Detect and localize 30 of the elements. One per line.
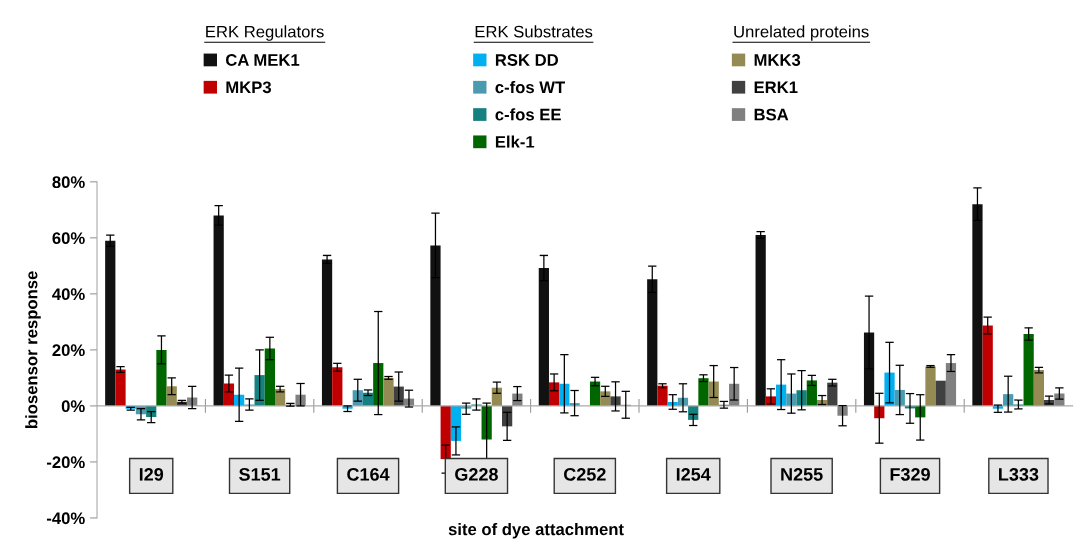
x-tick-label: C252 — [563, 467, 606, 481]
x-tick-label: F329 — [890, 467, 930, 481]
text: ERK Regulators — [206, 25, 324, 41]
legend-label: c-fos EE — [495, 108, 561, 121]
x-tick-label: I29 — [139, 467, 164, 481]
legend-label: Elk-1 — [495, 135, 535, 148]
y-tick-label: 60% — [52, 232, 85, 245]
x-tick-label: S151 — [239, 467, 281, 481]
legend-label: c-fos WT — [495, 80, 565, 94]
legend-label: MKK3 — [754, 54, 801, 66]
text: ERK Substrates — [475, 25, 593, 38]
y-tick-label: 0% — [61, 400, 85, 413]
legend-label: MKP3 — [226, 81, 272, 94]
y-tick-label: -20% — [46, 456, 85, 469]
y-tick-label: 80% — [52, 176, 85, 189]
x-tick-label: I254 — [676, 467, 711, 481]
x-tick-label: L333 — [999, 467, 1039, 481]
legend-label: ERK1 — [754, 81, 798, 94]
legend-label: CA MEK1 — [226, 54, 300, 66]
x-tick-label: G228 — [455, 467, 498, 481]
legend-label: RSK DD — [495, 54, 559, 66]
y-tick-label: 40% — [52, 288, 85, 301]
text: Unrelated proteins — [734, 25, 869, 41]
legend-label: BSA — [754, 108, 789, 121]
x-tick-label: N255 — [781, 467, 823, 481]
x-axis-title: site of dye attachment — [448, 522, 624, 539]
y-tick-label: 20% — [52, 344, 85, 357]
y-tick-label: -40% — [46, 512, 85, 525]
x-tick-label: C164 — [347, 467, 390, 481]
y-axis-title: biosensor response — [25, 271, 41, 428]
